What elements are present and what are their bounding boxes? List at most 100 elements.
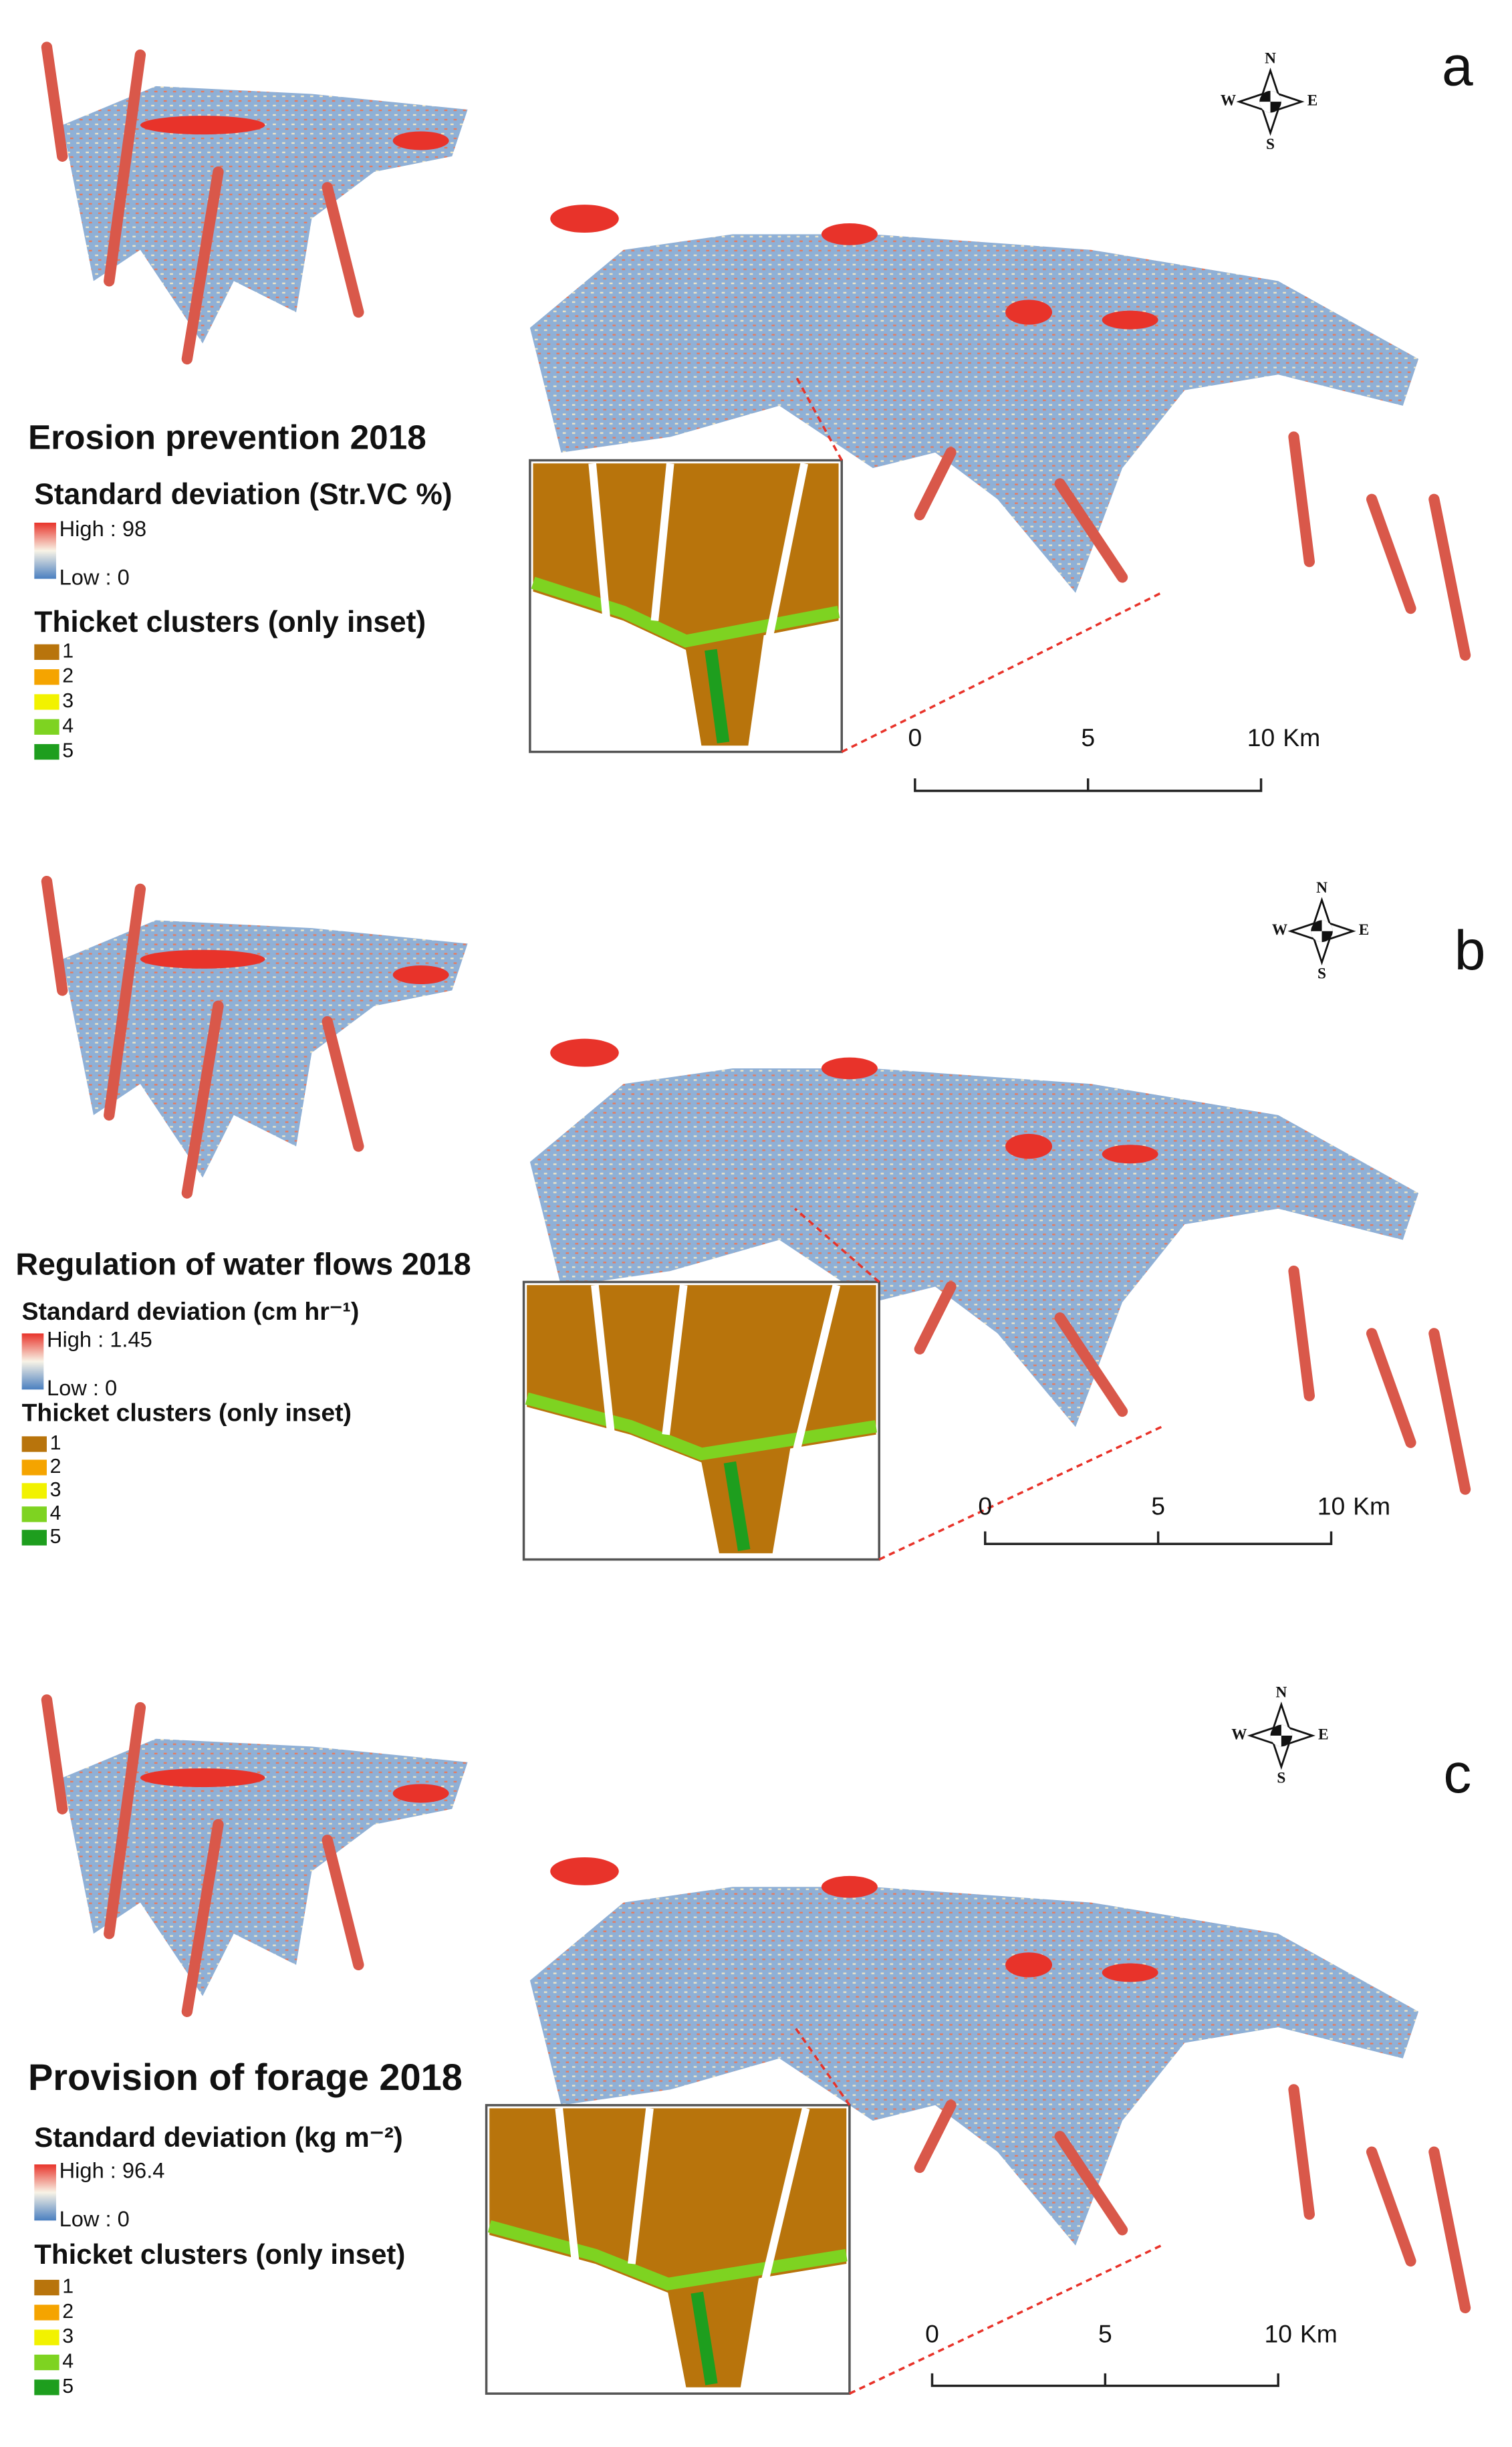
map <box>41 41 1471 661</box>
map-finger <box>104 1702 146 1940</box>
map-finger <box>1428 1328 1471 1495</box>
scale-unit: Km <box>1283 723 1320 751</box>
map <box>41 875 1471 1495</box>
compass-quadrant <box>1270 1724 1293 1747</box>
compass-quadrant <box>1259 90 1281 113</box>
map-finger <box>104 49 146 287</box>
cluster-label: 1 <box>50 1432 61 1454</box>
map-finger <box>914 447 957 521</box>
cluster-swatch <box>34 2329 59 2345</box>
cluster-label: 4 <box>62 2350 74 2372</box>
map-finger <box>914 2099 957 2174</box>
map-hotspot <box>1102 1963 1158 1982</box>
cluster-label: 1 <box>62 2276 74 2298</box>
map-hotspot <box>1005 1133 1053 1159</box>
panel: Regulation of water flows 2018 Standard d… <box>15 875 1486 1561</box>
map-finger <box>1366 1328 1416 1448</box>
map-finger <box>1288 1265 1315 1401</box>
map-title: Erosion prevention 2018 <box>28 419 426 457</box>
scale-label: 5 <box>1151 1492 1165 1520</box>
map-finger <box>1288 431 1315 568</box>
map-region <box>62 920 468 1178</box>
scale-label: 0 <box>925 2320 939 2348</box>
map-hotspot <box>550 205 619 233</box>
cluster-label: 1 <box>62 640 74 662</box>
cluster-label: 3 <box>50 1479 61 1501</box>
inset-connector <box>793 2026 1162 2395</box>
scale-unit: Km <box>1300 2320 1338 2348</box>
map-finger <box>104 883 146 1121</box>
inset-edge <box>525 1392 878 1461</box>
inset-connector <box>794 1207 1162 1561</box>
gradient-swatch <box>21 1333 44 1390</box>
map-hotspot <box>821 1875 878 1898</box>
legend-high: High : 96.4 <box>59 2158 165 2183</box>
map-finger <box>322 1835 364 1971</box>
cluster-label: 3 <box>62 2325 74 2347</box>
map-finger <box>1366 2146 1416 2267</box>
cluster-swatch <box>34 2279 59 2296</box>
compass-letter: E <box>1359 921 1370 939</box>
cluster-swatch <box>21 1483 47 1499</box>
inset-gap <box>555 2107 810 2309</box>
legend-high: High : 1.45 <box>47 1327 152 1352</box>
clusters-title: Thicket clusters (only inset) <box>34 606 426 638</box>
clusters-title: Thicket clusters (only inset) <box>22 1399 352 1427</box>
cluster-label: 5 <box>62 740 74 762</box>
inset-area <box>533 463 839 746</box>
gradient-swatch <box>34 522 56 579</box>
inset-area <box>527 1285 876 1554</box>
map-finger <box>1054 1312 1128 1417</box>
panel: Erosion prevention 2018 Standard deviatio… <box>28 35 1473 792</box>
cluster-swatch <box>34 644 59 660</box>
map-finger <box>322 1016 364 1152</box>
cluster-label: 4 <box>50 1502 61 1524</box>
map-finger <box>181 1000 224 1199</box>
inset-edge <box>531 576 840 648</box>
compass-letter: S <box>1317 965 1326 982</box>
inset-gap <box>588 463 809 665</box>
map-hotspot <box>821 223 878 245</box>
scale-label: 10 <box>1247 723 1275 751</box>
map-finger <box>41 1694 68 1815</box>
map-finger <box>41 41 68 162</box>
scale-label: 0 <box>978 1492 992 1520</box>
compass-quadrant <box>1311 920 1333 943</box>
compass-letter: W <box>1221 92 1236 109</box>
inset-edge <box>487 2220 848 2291</box>
cluster-label: 2 <box>62 2301 74 2323</box>
legend-title: Standard deviation (Str.VC %) <box>34 478 452 511</box>
compass-letter: N <box>1316 879 1328 897</box>
map-finger <box>1428 493 1471 661</box>
compass-letter: S <box>1277 1770 1285 1787</box>
scale-bar <box>984 1531 1333 1545</box>
panel-letter: b <box>1455 919 1486 981</box>
cluster-label: 3 <box>62 690 74 712</box>
cluster-label: 5 <box>62 2375 74 2398</box>
cluster-swatch <box>34 694 59 710</box>
map-hotspot <box>1005 1952 1053 1978</box>
cluster-swatch <box>21 1530 47 1546</box>
cluster-swatch <box>34 2379 59 2396</box>
panel: Provision of forage 2018 Standard deviati… <box>28 1683 1471 2397</box>
clusters-title: Thicket clusters (only inset) <box>34 2238 405 2270</box>
compass-letter: N <box>1265 50 1276 68</box>
map-finger <box>1288 2084 1315 2220</box>
map-hotspot <box>140 116 265 135</box>
scale-label: 0 <box>908 723 922 751</box>
scale-label: 5 <box>1098 2320 1112 2348</box>
legend-title: Standard deviation (kg m⁻²) <box>34 2121 402 2153</box>
gradient-swatch <box>34 2164 56 2221</box>
map-finger <box>41 875 68 996</box>
compass-letter: E <box>1318 1726 1329 1743</box>
map-title: Regulation of water flows 2018 <box>15 1246 471 1281</box>
scale-unit: Km <box>1353 1492 1390 1520</box>
scale-label: 10 <box>1317 1492 1346 1520</box>
map-region <box>529 234 1419 593</box>
legend-low: Low : 0 <box>59 564 130 589</box>
cluster-label: 5 <box>50 1526 61 1548</box>
scale-bar <box>930 2373 1279 2387</box>
map-hotspot <box>140 949 265 969</box>
